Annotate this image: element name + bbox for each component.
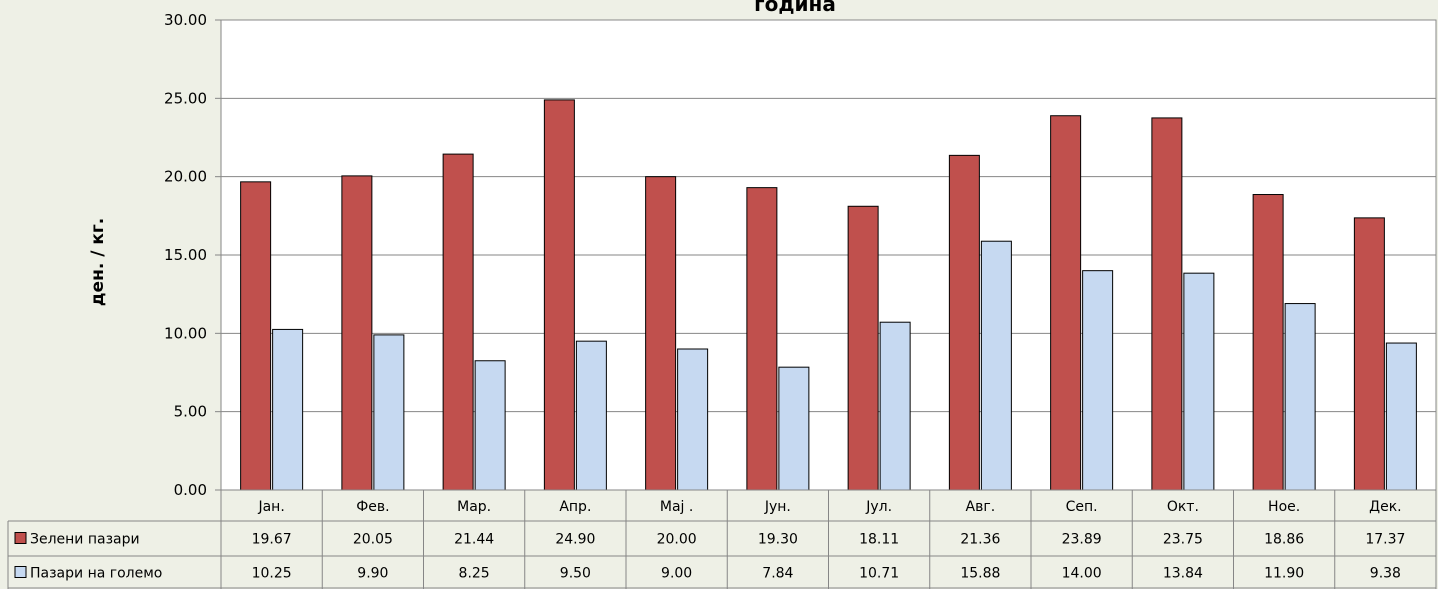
bar-zeleni-pazari <box>948 154 980 491</box>
y-tick-label: 20.00 <box>164 168 207 186</box>
data-table-value: 21.36 <box>960 532 1000 548</box>
bar-pazari-na-golemo <box>474 360 506 491</box>
data-table-value: 14.00 <box>1062 566 1102 582</box>
data-table-value: 20.05 <box>353 532 393 548</box>
data-table-value: 9.50 <box>560 566 591 582</box>
x-tick-label: Апр. <box>559 499 591 515</box>
y-tick-label: 25.00 <box>164 89 207 107</box>
bar-zeleni-pazari <box>442 153 474 491</box>
bar-pazari-na-golemo <box>1385 342 1417 491</box>
data-table-value: 9.90 <box>357 566 388 582</box>
data-table-value: 17.37 <box>1365 532 1405 548</box>
bar-zeleni-pazari <box>1050 115 1082 491</box>
bar-zeleni-pazari <box>1151 117 1183 491</box>
x-tick-label: Авг. <box>966 499 996 515</box>
bar-zeleni-pazari <box>543 99 575 491</box>
bar-pazari-na-golemo <box>879 321 911 491</box>
data-table-value: 10.71 <box>859 566 899 582</box>
data-table-value: 18.11 <box>859 532 899 548</box>
bar-zeleni-pazari <box>1252 194 1284 491</box>
y-axis-label: ден. / кг. <box>88 218 108 306</box>
bar-pazari-na-golemo <box>778 366 810 491</box>
x-tick-label: Фев. <box>356 499 389 515</box>
chart-title: година <box>754 0 836 16</box>
bar-pazari-na-golemo <box>1082 270 1114 491</box>
data-table-value: 20.00 <box>657 532 697 548</box>
data-table-value: 24.90 <box>555 532 595 548</box>
data-table-value: 21.44 <box>454 532 494 548</box>
x-tick-label: Мај . <box>660 499 693 515</box>
bar-zeleni-pazari <box>645 176 677 491</box>
x-tick-label: Дек. <box>1369 499 1401 515</box>
x-tick-label: Јун. <box>764 499 791 515</box>
bar-zeleni-pazari <box>746 187 778 491</box>
bar-pazari-na-golemo <box>373 334 405 491</box>
bar-zeleni-pazari <box>1353 217 1385 491</box>
data-table-value: 23.75 <box>1163 532 1203 548</box>
legend-series-name: Зелени пазари <box>30 532 140 548</box>
data-table-value: 18.86 <box>1264 532 1304 548</box>
x-tick-label: Мар. <box>457 499 491 515</box>
bar-zeleni-pazari <box>240 181 272 491</box>
data-table-value: 23.89 <box>1062 532 1102 548</box>
bar-zeleni-pazari <box>341 175 373 491</box>
data-table-value: 15.88 <box>960 566 1000 582</box>
y-tick-label: 5.00 <box>174 403 207 421</box>
x-tick-label: Окт. <box>1167 499 1199 515</box>
y-tick-label: 15.00 <box>164 246 207 264</box>
bar-pazari-na-golemo <box>1183 272 1215 491</box>
data-table-value: 9.00 <box>661 566 692 582</box>
bar-pazari-na-golemo <box>575 340 607 491</box>
x-tick-label: Ное. <box>1268 499 1300 515</box>
y-tick-label: 10.00 <box>164 324 207 342</box>
y-tick-label: 0.00 <box>174 481 207 499</box>
y-tick-label: 30.00 <box>164 11 207 29</box>
bar-pazari-na-golemo <box>272 328 304 491</box>
bar-zeleni-pazari <box>847 205 879 491</box>
data-table-value: 8.25 <box>459 566 490 582</box>
bar-pazari-na-golemo <box>1284 303 1316 491</box>
data-table-value: 19.30 <box>758 532 798 548</box>
data-table-value: 9.38 <box>1370 566 1401 582</box>
data-table-value: 7.84 <box>762 566 793 582</box>
x-tick-label: Јан. <box>257 499 284 515</box>
bar-pazari-na-golemo <box>980 240 1012 491</box>
data-table-value: 11.90 <box>1264 566 1304 582</box>
data-table-value: 13.84 <box>1163 566 1203 582</box>
legend-key <box>14 566 27 578</box>
x-tick-label: Јул. <box>865 499 892 515</box>
data-table-value: 10.25 <box>252 566 292 582</box>
bar-pazari-na-golemo <box>677 348 709 491</box>
data-table-value: 19.67 <box>252 532 292 548</box>
legend-series-name: Пазари на големо <box>30 566 162 582</box>
legend-key <box>14 532 27 544</box>
x-tick-label: Сеп. <box>1066 499 1098 515</box>
